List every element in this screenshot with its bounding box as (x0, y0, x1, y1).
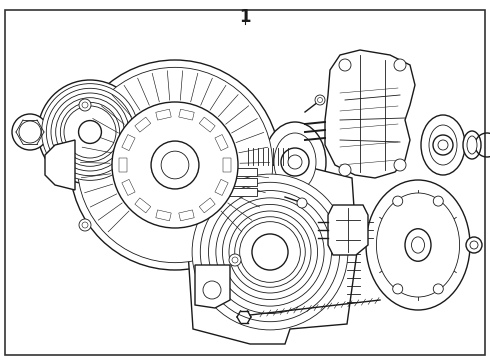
Ellipse shape (274, 133, 316, 191)
Ellipse shape (467, 136, 477, 154)
Circle shape (60, 102, 120, 162)
Polygon shape (199, 117, 215, 132)
Polygon shape (188, 165, 357, 344)
Circle shape (151, 141, 199, 189)
Polygon shape (199, 198, 215, 213)
Circle shape (466, 237, 482, 253)
Polygon shape (45, 140, 75, 190)
Circle shape (433, 284, 443, 294)
Circle shape (315, 95, 325, 105)
Circle shape (232, 257, 238, 263)
Circle shape (200, 182, 340, 322)
Circle shape (38, 80, 142, 184)
Circle shape (229, 254, 241, 266)
Circle shape (82, 102, 88, 108)
Polygon shape (222, 158, 231, 172)
Ellipse shape (421, 115, 465, 175)
Circle shape (77, 67, 272, 263)
Circle shape (318, 98, 322, 103)
Polygon shape (215, 135, 228, 150)
Ellipse shape (366, 180, 470, 310)
Circle shape (433, 135, 453, 155)
Bar (213, 188, 257, 196)
Polygon shape (215, 179, 228, 195)
Circle shape (51, 93, 129, 171)
Circle shape (288, 155, 302, 169)
Circle shape (394, 159, 406, 171)
Circle shape (78, 121, 101, 143)
Circle shape (47, 88, 134, 176)
Polygon shape (122, 135, 135, 150)
Circle shape (339, 164, 351, 176)
Circle shape (161, 151, 189, 179)
Ellipse shape (264, 122, 326, 202)
Polygon shape (325, 50, 415, 178)
Circle shape (470, 241, 478, 249)
Circle shape (70, 60, 280, 270)
Circle shape (82, 222, 88, 228)
Polygon shape (328, 205, 368, 255)
Ellipse shape (376, 193, 460, 297)
Text: 2: 2 (50, 143, 60, 157)
Circle shape (433, 196, 443, 206)
Polygon shape (179, 210, 194, 221)
Circle shape (79, 219, 91, 231)
Polygon shape (120, 158, 127, 172)
Circle shape (209, 190, 332, 314)
Polygon shape (135, 198, 151, 213)
Bar (213, 178, 257, 186)
Circle shape (392, 284, 403, 294)
Circle shape (222, 204, 318, 300)
Circle shape (438, 140, 448, 150)
Ellipse shape (412, 237, 424, 253)
Circle shape (203, 281, 221, 299)
Circle shape (229, 211, 311, 293)
Polygon shape (122, 179, 135, 195)
Ellipse shape (429, 125, 457, 165)
Circle shape (392, 196, 403, 206)
Circle shape (42, 84, 138, 180)
Polygon shape (156, 109, 171, 120)
Polygon shape (179, 109, 194, 120)
Circle shape (297, 198, 307, 208)
Circle shape (216, 198, 324, 306)
Circle shape (19, 121, 41, 143)
Polygon shape (156, 210, 171, 221)
Circle shape (394, 59, 406, 71)
Circle shape (56, 98, 124, 166)
Text: 1: 1 (239, 8, 251, 26)
Ellipse shape (463, 131, 481, 159)
Polygon shape (195, 265, 230, 308)
Circle shape (240, 222, 300, 282)
Circle shape (12, 114, 48, 150)
Circle shape (192, 174, 348, 330)
Circle shape (64, 106, 116, 158)
Bar (213, 168, 257, 176)
Circle shape (252, 234, 288, 270)
Ellipse shape (405, 229, 431, 261)
Polygon shape (135, 117, 151, 132)
Circle shape (235, 217, 305, 287)
Circle shape (339, 59, 351, 71)
Circle shape (281, 148, 309, 176)
Circle shape (79, 99, 91, 111)
Circle shape (112, 102, 238, 228)
